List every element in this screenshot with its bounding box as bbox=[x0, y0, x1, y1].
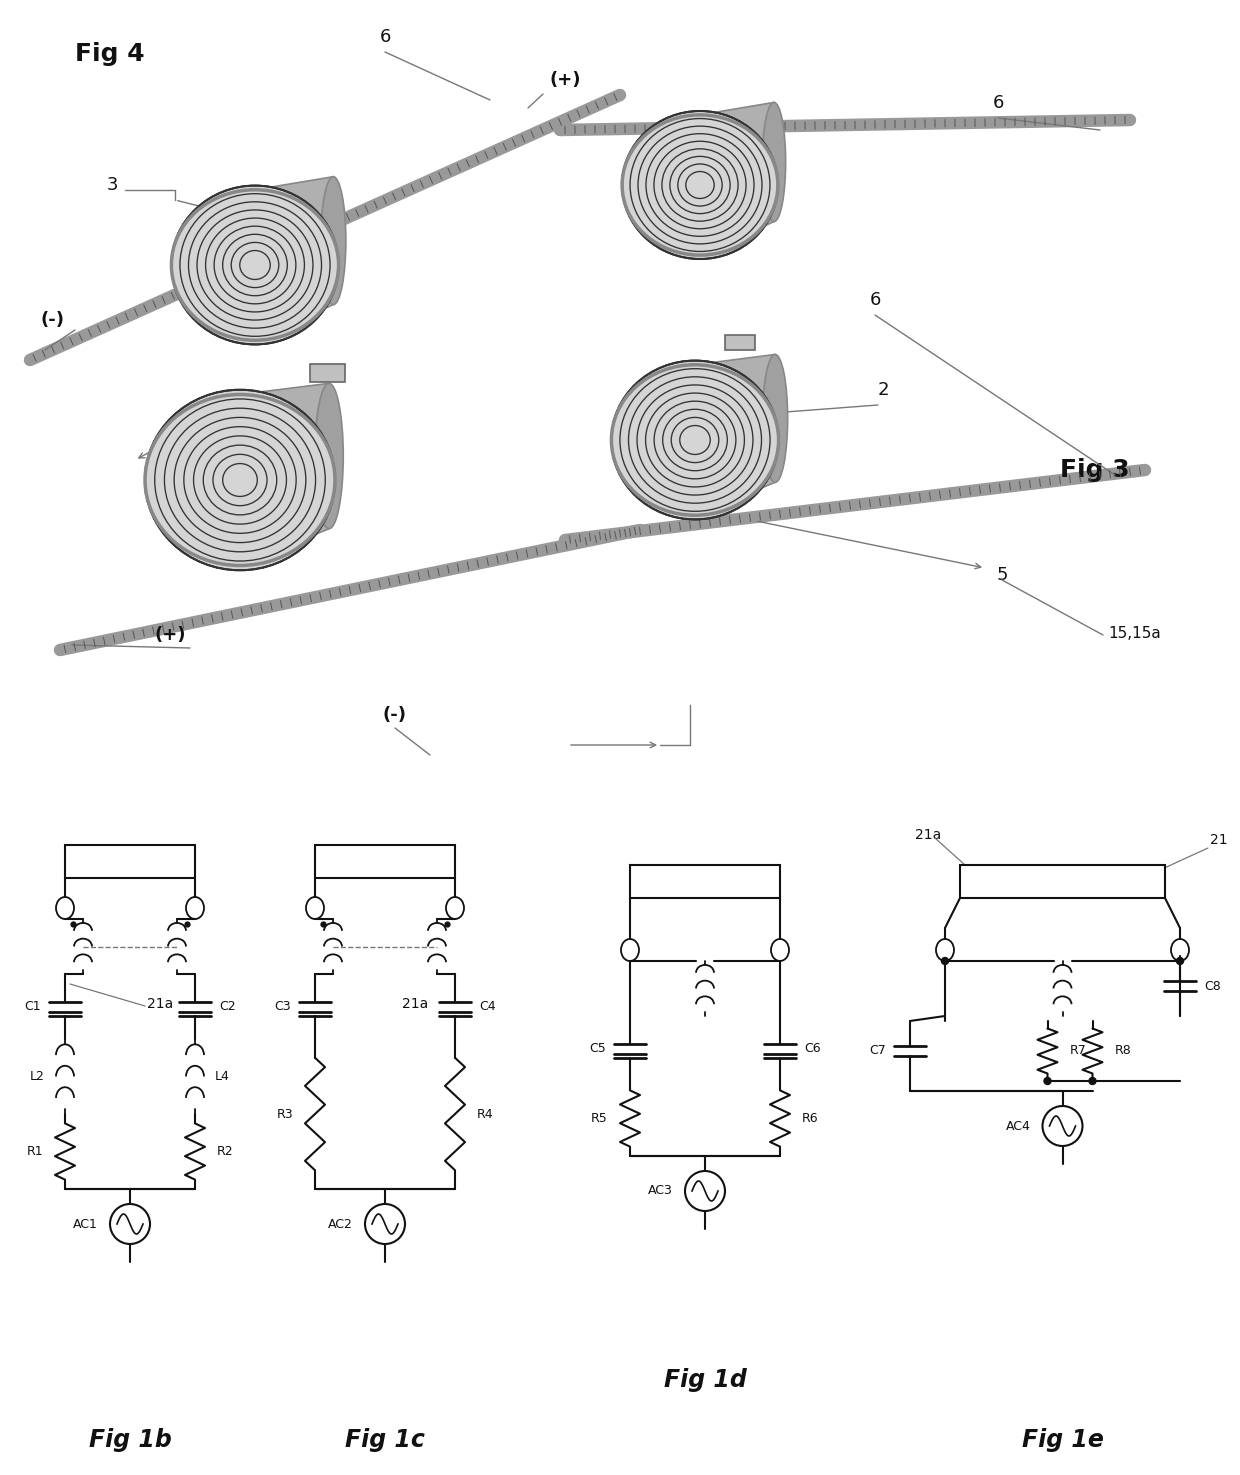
Ellipse shape bbox=[321, 177, 346, 305]
Text: R6: R6 bbox=[802, 1112, 818, 1125]
Ellipse shape bbox=[315, 384, 343, 528]
Bar bbox=[64, 845, 195, 878]
Text: C8: C8 bbox=[1204, 979, 1220, 993]
Circle shape bbox=[941, 957, 949, 965]
Text: R3: R3 bbox=[277, 1108, 293, 1121]
Text: Fig 1b: Fig 1b bbox=[88, 1428, 171, 1451]
Text: 21a: 21a bbox=[148, 997, 174, 1010]
Text: C5: C5 bbox=[589, 1041, 606, 1055]
Text: (+): (+) bbox=[154, 625, 186, 645]
Ellipse shape bbox=[763, 102, 786, 221]
Text: 2: 2 bbox=[877, 381, 889, 400]
Bar bbox=[630, 864, 780, 898]
Text: C1: C1 bbox=[25, 1000, 41, 1013]
Circle shape bbox=[1177, 957, 1183, 965]
Circle shape bbox=[1044, 1078, 1052, 1084]
Text: R8: R8 bbox=[1115, 1044, 1131, 1058]
Polygon shape bbox=[255, 177, 334, 341]
Text: R2: R2 bbox=[217, 1145, 233, 1158]
Text: Fig 3: Fig 3 bbox=[1060, 459, 1130, 482]
Text: AC1: AC1 bbox=[73, 1217, 98, 1230]
Text: Load: Load bbox=[370, 855, 401, 867]
Text: Load: Load bbox=[1048, 875, 1078, 888]
Text: R7: R7 bbox=[1069, 1044, 1086, 1058]
Text: AC2: AC2 bbox=[329, 1217, 353, 1230]
Text: 15,15a: 15,15a bbox=[1109, 625, 1161, 642]
Bar bbox=[310, 363, 345, 382]
Polygon shape bbox=[241, 384, 329, 565]
Polygon shape bbox=[701, 102, 774, 255]
Text: C3: C3 bbox=[274, 1000, 291, 1013]
Text: (-): (-) bbox=[383, 707, 407, 724]
Bar bbox=[725, 335, 755, 350]
Text: 21a: 21a bbox=[402, 997, 428, 1010]
Ellipse shape bbox=[611, 360, 779, 519]
Ellipse shape bbox=[763, 354, 787, 482]
Ellipse shape bbox=[145, 389, 335, 571]
Text: 6: 6 bbox=[379, 28, 391, 46]
Text: R5: R5 bbox=[591, 1112, 608, 1125]
Text: 3: 3 bbox=[107, 176, 118, 195]
Text: C2: C2 bbox=[219, 1000, 236, 1013]
Ellipse shape bbox=[622, 111, 777, 260]
Polygon shape bbox=[694, 354, 775, 515]
Text: (+): (+) bbox=[549, 71, 580, 88]
Bar bbox=[960, 864, 1166, 898]
Text: R1: R1 bbox=[26, 1145, 43, 1158]
Text: Load: Load bbox=[689, 875, 720, 888]
Text: C7: C7 bbox=[869, 1044, 887, 1058]
Text: AC3: AC3 bbox=[649, 1184, 673, 1198]
Text: 5: 5 bbox=[996, 566, 1008, 584]
Text: Fig 1e: Fig 1e bbox=[1022, 1428, 1104, 1451]
Text: Load: Load bbox=[115, 855, 145, 867]
Text: 6: 6 bbox=[992, 94, 1003, 112]
Text: R4: R4 bbox=[477, 1108, 494, 1121]
Text: C6: C6 bbox=[804, 1041, 821, 1055]
Bar bbox=[315, 845, 455, 878]
Text: C4: C4 bbox=[479, 1000, 496, 1013]
Text: 21a: 21a bbox=[915, 827, 941, 842]
Text: L2: L2 bbox=[30, 1069, 45, 1083]
Text: (-): (-) bbox=[40, 311, 64, 329]
Text: Fig 1c: Fig 1c bbox=[345, 1428, 425, 1451]
Text: Fig 4: Fig 4 bbox=[74, 41, 145, 66]
Text: AC4: AC4 bbox=[1006, 1120, 1030, 1133]
Ellipse shape bbox=[171, 186, 339, 345]
Text: 6: 6 bbox=[869, 291, 880, 308]
Text: Fig 1d: Fig 1d bbox=[663, 1367, 746, 1392]
Text: 21: 21 bbox=[1210, 833, 1228, 847]
Circle shape bbox=[1089, 1078, 1096, 1084]
Text: L4: L4 bbox=[215, 1069, 229, 1083]
